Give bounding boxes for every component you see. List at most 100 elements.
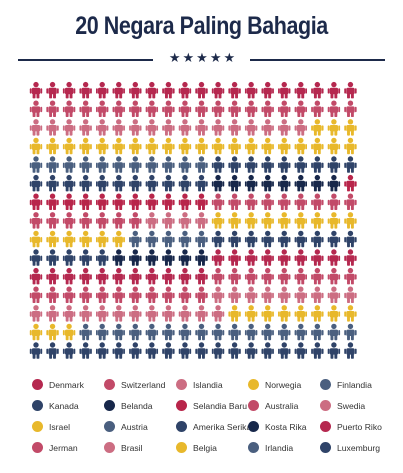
legend-swatch	[320, 379, 331, 390]
legend-item: Austria	[100, 416, 172, 437]
person-icon	[228, 193, 241, 210]
person-icon	[327, 156, 341, 173]
person-icon	[62, 81, 76, 99]
person-icon	[244, 212, 258, 229]
person-icon	[244, 156, 258, 173]
person-icon	[261, 249, 274, 266]
person-icon	[178, 174, 192, 192]
person-icon	[261, 174, 274, 192]
person-icon	[211, 193, 225, 210]
person-icon	[278, 156, 291, 173]
person-icon	[211, 212, 225, 229]
legend-item: Irlandia	[244, 437, 316, 458]
person-icon	[311, 267, 324, 285]
person-icon	[261, 81, 274, 99]
person-icon	[162, 156, 175, 173]
person-icon	[79, 119, 92, 136]
person-icon	[29, 137, 43, 155]
person-icon	[62, 100, 76, 117]
person-icon	[29, 100, 43, 117]
person-icon	[261, 230, 274, 248]
person-icon	[129, 249, 142, 266]
person-icon	[211, 81, 225, 99]
person-icon	[228, 305, 241, 322]
person-icon	[211, 230, 225, 248]
person-icon	[96, 305, 109, 322]
person-icon	[162, 119, 175, 136]
legend-item: Belgia	[172, 437, 244, 458]
person-icon	[62, 323, 76, 341]
person-icon	[79, 230, 92, 248]
person-icon	[62, 230, 76, 248]
person-icon	[29, 286, 43, 303]
legend-swatch	[176, 421, 187, 432]
person-icon	[278, 174, 291, 192]
person-icon	[29, 323, 43, 341]
legend-item: Brasil	[100, 437, 172, 458]
person-icon	[96, 249, 109, 266]
legend-swatch	[104, 400, 115, 411]
legend-label: Finlandia	[337, 379, 372, 390]
person-icon	[311, 81, 324, 99]
person-icon	[244, 119, 258, 136]
person-icon	[62, 212, 76, 229]
legend-label: Denmark	[49, 379, 84, 390]
person-icon	[244, 137, 258, 155]
person-icon	[344, 230, 357, 248]
legend-swatch	[104, 421, 115, 432]
person-icon	[46, 212, 59, 229]
person-icon	[129, 267, 142, 285]
person-icon	[195, 342, 208, 359]
person-icon	[112, 119, 125, 136]
person-icon	[145, 323, 159, 341]
person-icon	[228, 212, 241, 229]
person-icon	[62, 119, 76, 136]
legend-label: Amerika Serikat	[193, 421, 254, 432]
legend-swatch	[248, 442, 259, 453]
person-icon	[311, 342, 324, 359]
legend-swatch	[104, 442, 115, 453]
person-icon	[46, 305, 59, 322]
person-icon	[145, 212, 159, 229]
person-icon	[162, 100, 175, 117]
person-icon	[46, 100, 59, 117]
person-icon	[178, 249, 192, 266]
person-icon	[96, 342, 109, 359]
person-icon	[129, 323, 142, 341]
person-icon	[228, 342, 241, 359]
person-icon	[195, 212, 208, 229]
person-icon	[294, 119, 307, 136]
person-icon	[261, 193, 274, 210]
person-icon	[79, 286, 92, 303]
person-icon	[211, 323, 225, 341]
person-icon	[129, 119, 142, 136]
person-icon	[195, 249, 208, 266]
legend-item: Puerto Riko	[316, 416, 388, 437]
person-icon	[294, 249, 307, 266]
person-icon	[178, 286, 192, 303]
person-icon	[112, 193, 125, 210]
legend-label: Puerto Riko	[337, 421, 382, 432]
person-icon	[129, 212, 142, 229]
person-icon	[29, 267, 43, 285]
person-icon	[79, 342, 92, 359]
person-icon	[195, 81, 208, 99]
person-icon	[62, 174, 76, 192]
person-icon	[311, 323, 324, 341]
person-icon	[195, 305, 208, 322]
person-icon	[278, 286, 291, 303]
person-icon	[145, 342, 159, 359]
person-icon	[278, 137, 291, 155]
person-icon	[129, 193, 142, 210]
person-icon	[344, 323, 357, 341]
legend-label: Irlandia	[265, 442, 294, 453]
person-icon	[244, 81, 258, 99]
title-divider: ★★★★★	[18, 51, 385, 66]
person-icon	[344, 212, 357, 229]
person-icon	[261, 267, 274, 285]
person-icon	[211, 267, 225, 285]
person-icon	[344, 119, 357, 136]
person-icon	[195, 286, 208, 303]
person-icon	[129, 342, 142, 359]
legend-item: Switzerland	[100, 374, 172, 395]
